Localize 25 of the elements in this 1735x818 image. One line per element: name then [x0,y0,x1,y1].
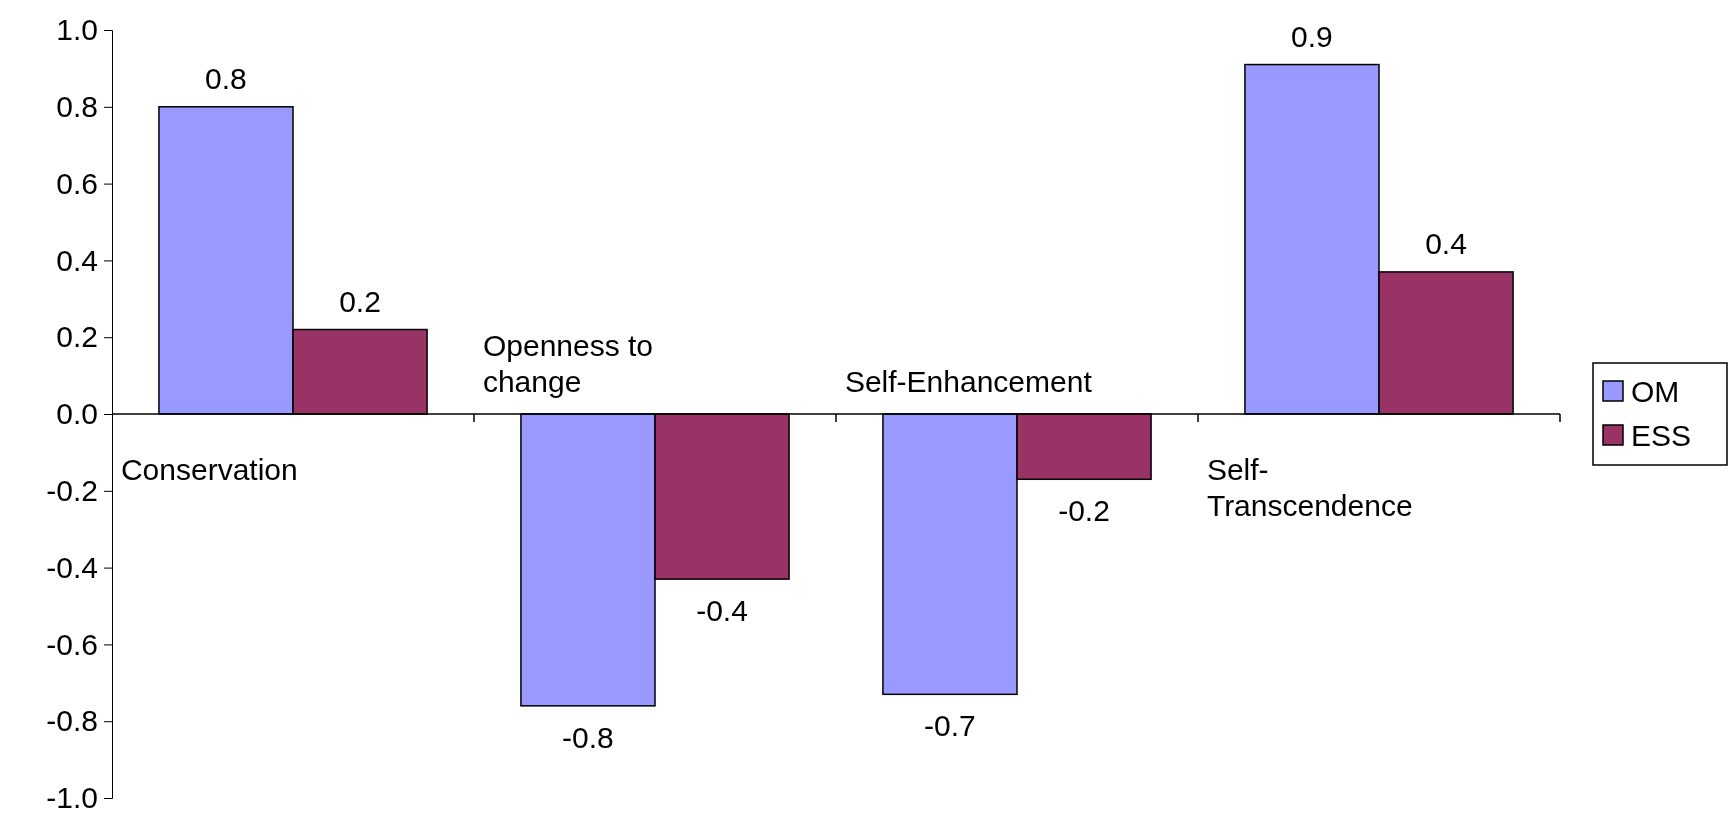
data-label: -0.8 [562,720,614,754]
data-label: 0.8 [205,61,247,95]
y-tick-label: -0.2 [46,473,98,507]
y-tick-label: -1.0 [46,781,98,815]
data-label: -0.7 [924,709,976,743]
y-tick-label: -0.4 [46,550,98,584]
legend-label: ESS [1631,419,1692,452]
data-label: 0.4 [1425,226,1467,260]
x-tick-label: Self-Transcendence [1206,453,1413,522]
y-tick-label: 0.4 [56,243,98,277]
data-label: -0.4 [696,594,748,628]
x-tick-label: Conservation [120,453,298,486]
x-tick-label: Self-Enhancement [844,365,1093,398]
y-tick-label: 0.2 [56,320,98,354]
y-tick-label: -0.8 [46,704,98,738]
data-label: 0.2 [339,284,381,318]
y-tick-label: 0.0 [56,397,98,431]
y-tick-label: 0.6 [56,166,98,200]
data-label: -0.2 [1058,494,1110,528]
data-label: 0.9 [1291,19,1333,53]
x-tick-label: Openness to change [482,329,654,398]
y-tick-label: 1.0 [56,13,98,47]
y-tick-label: 0.8 [56,89,98,123]
legend-label: OM [1631,375,1680,408]
y-tick-label: -0.6 [46,627,98,661]
